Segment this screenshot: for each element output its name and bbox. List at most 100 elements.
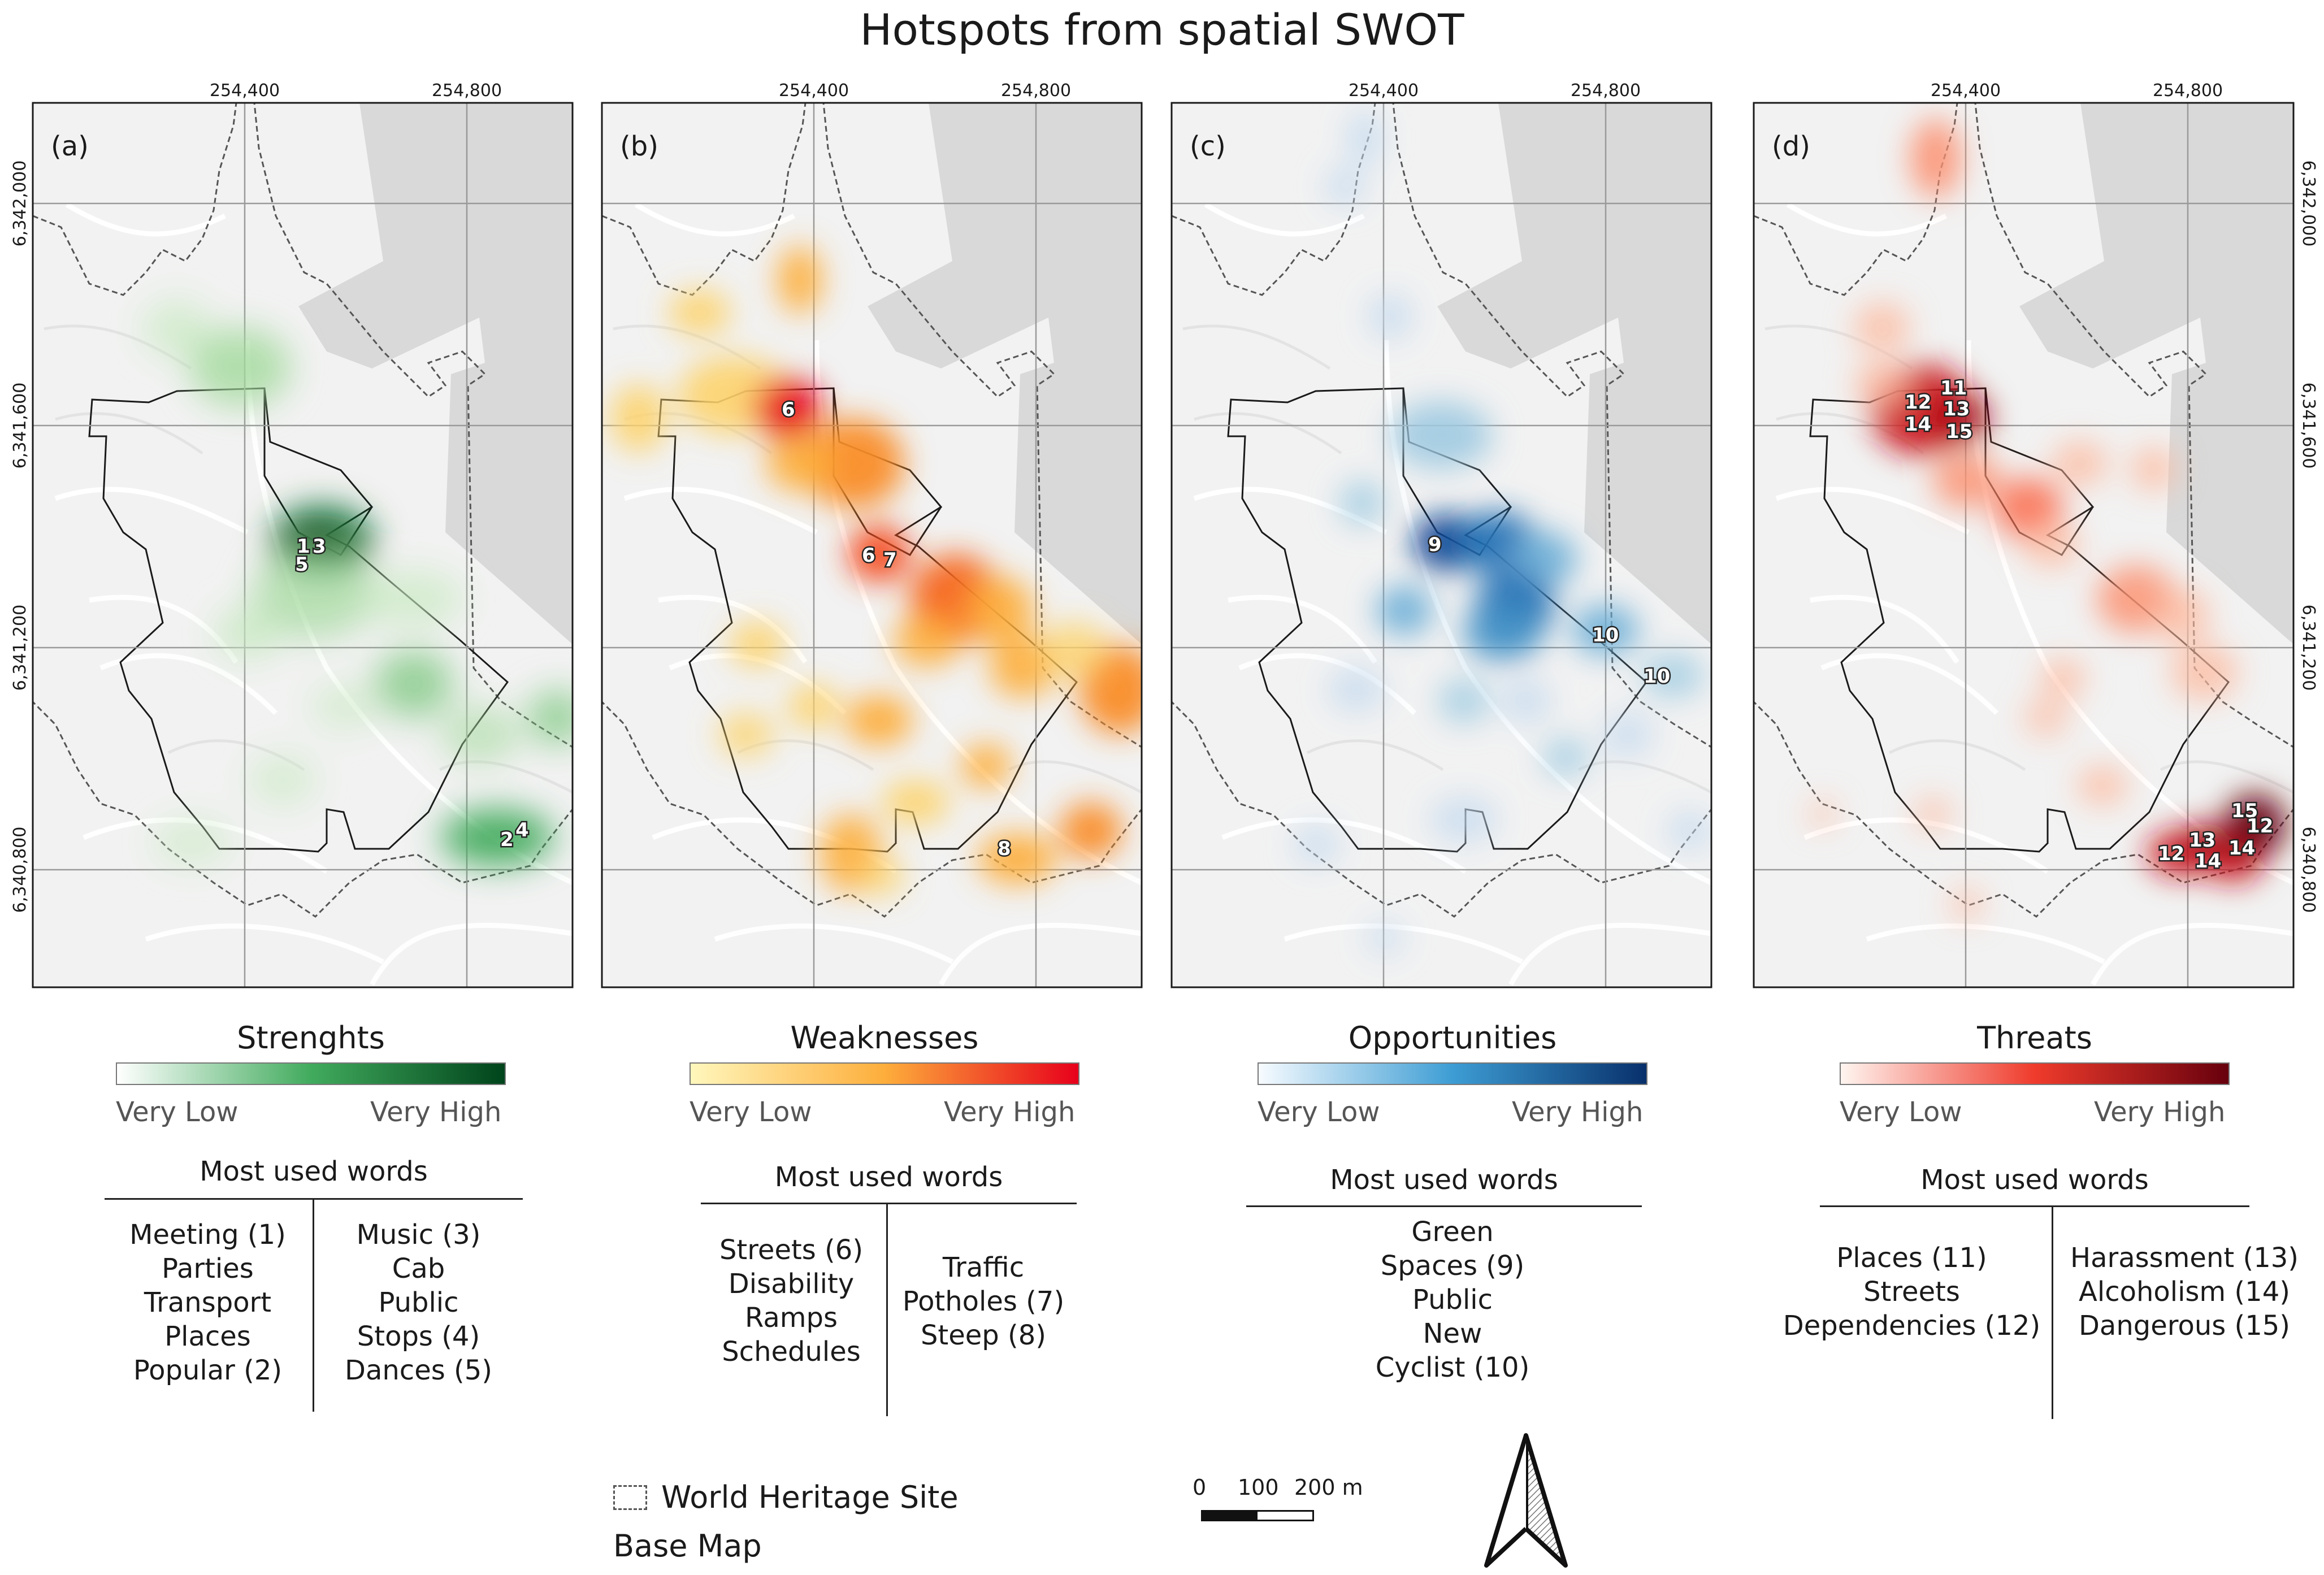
x-tick-label: 254,800: [1001, 81, 1071, 101]
hotspot-layer-c: [1294, 110, 1711, 955]
map-panel-c: (c) 9 10 10 254,400 254,800: [1172, 81, 1712, 987]
scale-label: 100: [1238, 1475, 1279, 1500]
words-column-divider: [2052, 1207, 2053, 1419]
x-tick-label: 254,800: [432, 81, 502, 101]
word-item: Parties: [162, 1253, 254, 1285]
panel-label-c: (c): [1190, 131, 1226, 162]
hotspot-marker: 1: [297, 535, 310, 558]
y-tick-label: 6,341,600: [10, 383, 30, 469]
legend-title: Weaknesses: [790, 1020, 979, 1056]
word-item: Places (11): [1836, 1242, 1987, 1274]
hotspot-layer-d: [1809, 119, 2286, 921]
north-arrow-icon: [1484, 1433, 1568, 1568]
word-item: Stops (4): [357, 1321, 480, 1352]
word-item: Popular (2): [133, 1355, 283, 1386]
colorbar-low-label: Very Low: [690, 1096, 812, 1128]
word-item: Streets (6): [719, 1234, 864, 1266]
word-item: Streets: [1863, 1276, 1960, 1308]
words-divider: [1820, 1205, 2249, 1207]
colorbar-high-label: Very High: [370, 1096, 502, 1128]
hotspot-marker: 9: [1428, 533, 1442, 556]
hotspot-marker: 2: [500, 828, 514, 851]
word-item: Cyclist (10): [1375, 1352, 1530, 1383]
word-item: New: [1423, 1318, 1482, 1350]
words-left-column: Streets (6) Disability Ramps Schedules: [701, 1233, 882, 1369]
word-item: Public: [378, 1287, 459, 1318]
word-item: Meeting (1): [129, 1219, 286, 1251]
words-column-divider: [313, 1200, 314, 1412]
word-item: Alcoholism (14): [2079, 1276, 2290, 1308]
y-tick-label: 6,340,800: [2299, 827, 2318, 913]
map-panel-d: (d) 11 12 13 14 15 15 12 13 12 14 14 254…: [1754, 81, 2318, 987]
words-right-column: Traffic Potholes (7) Steep (8): [890, 1251, 1077, 1352]
hotspot-marker: 7: [883, 549, 897, 571]
hotspot-marker: 14: [2195, 850, 2221, 873]
x-tick-label: 254,800: [1571, 81, 1641, 101]
map-panel-a: (a) 1 3 5 2 4 254,400 254,800 6,342,000 …: [10, 81, 585, 987]
word-item: Dependencies (12): [1783, 1310, 2041, 1342]
word-item: Dangerous (15): [2078, 1310, 2291, 1342]
word-item: Harassment (13): [2070, 1242, 2299, 1274]
hotspot-marker: 12: [2247, 815, 2273, 838]
word-item: Traffic: [942, 1252, 1025, 1283]
hotspot-layer-b: [610, 246, 1142, 896]
scale-label: 0: [1193, 1475, 1207, 1500]
words-left-column: Meeting (1) Parties Transport Places Pop…: [105, 1218, 311, 1387]
basemap-label: Base Map: [613, 1528, 762, 1564]
words-divider: [1246, 1205, 1642, 1207]
word-item: Green: [1411, 1216, 1494, 1248]
hotspot-marker: 6: [862, 544, 875, 567]
word-item: Dances (5): [345, 1355, 492, 1386]
word-item: Ramps: [745, 1302, 838, 1334]
hotspot-marker: 6: [782, 398, 795, 421]
hotspot-marker: 8: [998, 838, 1011, 860]
word-item: Cab: [392, 1253, 445, 1285]
word-item: Music (3): [356, 1219, 481, 1251]
words-title: Most used words: [774, 1161, 1003, 1193]
panel-label-d: (d): [1772, 131, 1810, 162]
colorbar: [116, 1062, 506, 1085]
hotspot-marker: 10: [1644, 665, 1670, 688]
legend-title: Strenghts: [237, 1020, 385, 1056]
scale-bar: [1201, 1510, 1314, 1521]
map-panel-b: (b) 6 6 7 8 254,400 254,800: [602, 81, 1159, 987]
y-tick-label: 6,341,600: [2299, 383, 2318, 469]
words-title: Most used words: [1330, 1164, 1558, 1196]
x-tick-label: 254,800: [2153, 81, 2223, 101]
word-item: Public: [1412, 1284, 1493, 1316]
words-column-divider: [886, 1204, 888, 1416]
words-divider: [105, 1198, 523, 1200]
colorbar-low-label: Very Low: [1840, 1096, 1962, 1128]
word-item: Spaces (9): [1380, 1250, 1525, 1282]
hotspot-marker: 15: [1946, 420, 1972, 443]
hotspot-marker: 12: [2158, 843, 2184, 865]
hotspot-marker: 4: [515, 819, 529, 841]
colorbar-low-label: Very Low: [116, 1096, 239, 1128]
map-panels: (a) 1 3 5 2 4 254,400 254,800 6,342,000 …: [10, 81, 2318, 995]
hotspot-marker: 10: [1592, 624, 1619, 647]
x-tick-label: 254,400: [210, 81, 280, 101]
hotspot-marker: 3: [313, 535, 326, 558]
y-tick-label: 6,342,000: [2299, 160, 2318, 247]
y-tick-label: 6,341,200: [10, 605, 30, 691]
colorbar-high-label: Very High: [2094, 1096, 2226, 1128]
word-item: Schedules: [722, 1336, 861, 1368]
words-right-column: Music (3) Cab Public Stops (4) Dances (5…: [315, 1218, 522, 1387]
hotspot-marker: 11: [1940, 377, 1967, 400]
hotspot-marker: 14: [1905, 413, 1931, 436]
x-tick-label: 254,400: [779, 81, 849, 101]
words-title: Most used words: [1920, 1164, 2149, 1196]
colorbar-low-label: Very Low: [1258, 1096, 1380, 1128]
hotspot-marker: 13: [2189, 829, 2215, 852]
legend-title: Opportunities: [1348, 1020, 1557, 1056]
y-tick-label: 6,341,200: [2299, 605, 2318, 691]
word-item: Steep (8): [920, 1320, 1047, 1351]
words-title: Most used words: [200, 1156, 428, 1187]
colorbar: [690, 1062, 1079, 1085]
heritage-site-label: World Heritage Site: [661, 1479, 959, 1515]
hotspot-marker: 12: [1905, 391, 1931, 414]
word-item: Places: [164, 1321, 251, 1352]
words-divider: [701, 1203, 1077, 1204]
panel-label-a: (a): [51, 131, 89, 162]
x-tick-label: 254,400: [1349, 81, 1419, 101]
